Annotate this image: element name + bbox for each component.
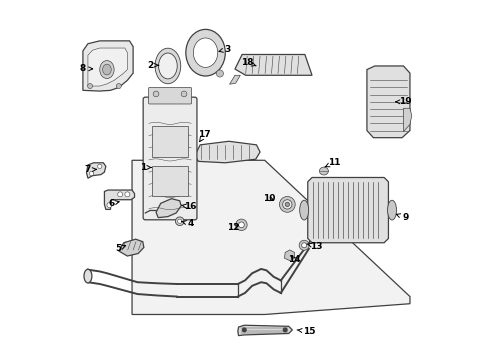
Text: 18: 18 [241, 58, 256, 67]
Text: 4: 4 [182, 219, 194, 228]
Text: 8: 8 [80, 64, 93, 73]
Circle shape [153, 91, 159, 97]
Polygon shape [195, 141, 260, 163]
Ellipse shape [186, 30, 225, 76]
Bar [152, 166, 188, 196]
Polygon shape [403, 108, 412, 132]
Text: 11: 11 [325, 158, 340, 167]
Circle shape [89, 171, 94, 176]
Circle shape [283, 328, 287, 332]
Text: 19: 19 [396, 97, 412, 106]
Text: 17: 17 [198, 130, 211, 141]
Text: 16: 16 [181, 202, 197, 211]
Polygon shape [156, 199, 181, 218]
Ellipse shape [388, 200, 396, 220]
Polygon shape [83, 41, 133, 91]
Ellipse shape [102, 64, 111, 75]
Circle shape [181, 91, 187, 97]
Text: 2: 2 [147, 61, 159, 70]
Circle shape [299, 240, 309, 250]
Text: 1: 1 [140, 163, 151, 172]
Bar [152, 126, 188, 157]
Ellipse shape [319, 167, 328, 175]
Text: 15: 15 [297, 327, 315, 336]
Text: 7: 7 [85, 166, 97, 175]
Text: 12: 12 [227, 223, 240, 232]
FancyBboxPatch shape [148, 87, 192, 104]
Circle shape [243, 328, 246, 332]
Circle shape [88, 84, 93, 89]
Polygon shape [285, 250, 294, 261]
Ellipse shape [100, 60, 114, 78]
Polygon shape [104, 190, 135, 210]
Text: 3: 3 [219, 45, 231, 54]
Circle shape [175, 217, 184, 226]
Circle shape [236, 219, 247, 230]
Circle shape [216, 70, 223, 77]
Circle shape [125, 192, 130, 197]
Ellipse shape [300, 200, 309, 220]
Polygon shape [230, 75, 240, 84]
Circle shape [283, 200, 292, 209]
Text: 13: 13 [307, 242, 322, 251]
Circle shape [302, 243, 307, 248]
Text: 14: 14 [288, 255, 301, 264]
Ellipse shape [159, 53, 177, 79]
Circle shape [285, 202, 290, 207]
Circle shape [107, 203, 112, 208]
Text: 6: 6 [108, 199, 119, 208]
Circle shape [279, 197, 295, 212]
Polygon shape [88, 48, 127, 86]
Ellipse shape [155, 48, 181, 84]
Ellipse shape [84, 269, 92, 283]
Polygon shape [235, 54, 312, 75]
Circle shape [239, 222, 245, 228]
Polygon shape [119, 239, 144, 256]
Ellipse shape [194, 38, 218, 67]
FancyBboxPatch shape [143, 97, 197, 220]
Circle shape [116, 84, 122, 89]
Circle shape [177, 219, 182, 224]
Polygon shape [87, 163, 106, 178]
Polygon shape [367, 66, 410, 138]
Polygon shape [308, 177, 389, 243]
Polygon shape [132, 160, 410, 315]
Text: 10: 10 [263, 194, 275, 203]
Circle shape [98, 164, 102, 168]
Text: 5: 5 [116, 244, 125, 253]
Circle shape [118, 192, 122, 197]
Text: 9: 9 [396, 213, 409, 222]
Polygon shape [238, 325, 293, 336]
